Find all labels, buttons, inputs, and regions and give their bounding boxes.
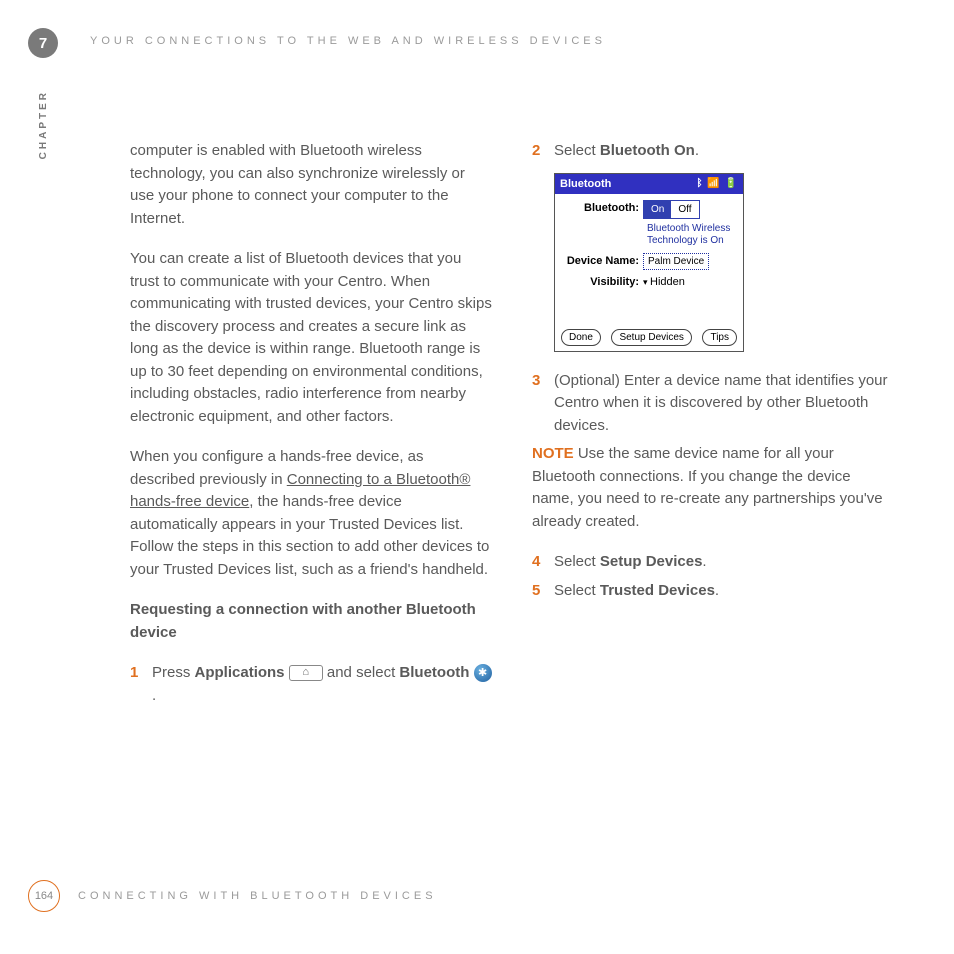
body-paragraph: You can create a list of Bluetooth devic…: [130, 248, 492, 428]
palm-screenshot: Bluetooth ᛒ 📶 🔋 Bluetooth: OnOff Bluetoo…: [554, 173, 744, 352]
step-body: Select Trusted Devices.: [554, 580, 894, 603]
subheading: Requesting a connection with another Blu…: [130, 599, 492, 644]
palm-body: Bluetooth: OnOff Bluetooth Wireless Tech…: [555, 194, 743, 325]
footer-section-title: CONNECTING WITH BLUETOOTH DEVICES: [78, 890, 437, 902]
chapter-label-vertical: CHAPTER: [38, 90, 49, 159]
step-item: 1 Press Applications and select Bluetoot…: [130, 662, 492, 707]
text-bold: Bluetooth On: [600, 142, 695, 159]
palm-field-label: Visibility:: [563, 274, 643, 291]
tips-button[interactable]: Tips: [702, 329, 737, 346]
note-paragraph: NOTE Use the same device name for all yo…: [532, 443, 894, 533]
content-area: computer is enabled with Bluetooth wirel…: [130, 140, 894, 713]
text-bold: Applications: [195, 664, 285, 681]
toggle-on[interactable]: On: [644, 201, 671, 218]
palm-field-label: Device Name:: [563, 253, 643, 270]
text-bold: Setup Devices: [600, 553, 703, 570]
setup-devices-button[interactable]: Setup Devices: [611, 329, 691, 346]
palm-status-text: Bluetooth Wireless Technology is On: [647, 223, 735, 247]
text-run: .: [152, 687, 156, 704]
step-body: (Optional) Enter a device name that iden…: [554, 370, 894, 438]
text-run: .: [702, 553, 706, 570]
body-paragraph: When you configure a hands-free device, …: [130, 446, 492, 581]
step-item: 3 (Optional) Enter a device name that id…: [532, 370, 894, 438]
bluetooth-icon: ✱: [474, 664, 492, 682]
palm-field-label: Bluetooth:: [563, 200, 643, 217]
step-number: 2: [532, 140, 554, 163]
step-number: 3: [532, 370, 554, 438]
bluetooth-toggle[interactable]: OnOff: [643, 200, 700, 219]
chapter-number-badge: 7: [28, 28, 58, 58]
text-bold: Bluetooth: [399, 664, 469, 681]
text-bold: Trusted Devices: [600, 582, 715, 599]
step-item: 4 Select Setup Devices.: [532, 551, 894, 574]
text-run: .: [695, 142, 699, 159]
text-run: and select: [323, 664, 400, 681]
step-item: 2 Select Bluetooth On.: [532, 140, 894, 163]
running-header: YOUR CONNECTIONS TO THE WEB AND WIRELESS…: [90, 35, 606, 47]
toggle-off[interactable]: Off: [671, 201, 698, 218]
step-body: Press Applications and select Bluetooth …: [152, 662, 492, 707]
page-number-badge: 164: [28, 880, 60, 912]
step-number: 5: [532, 580, 554, 603]
palm-button-row: Done Setup Devices Tips: [555, 325, 743, 351]
device-name-field[interactable]: Palm Device: [643, 253, 709, 270]
text-run: .: [715, 582, 719, 599]
step-number: 1: [130, 662, 152, 707]
palm-titlebar: Bluetooth ᛒ 📶 🔋: [555, 174, 743, 195]
palm-title-text: Bluetooth: [560, 176, 611, 193]
text-run: Select: [554, 142, 600, 159]
note-label: NOTE: [532, 445, 574, 462]
visibility-dropdown[interactable]: Hidden: [643, 276, 685, 288]
step-item: 5 Select Trusted Devices.: [532, 580, 894, 603]
right-column: 2 Select Bluetooth On. Bluetooth ᛒ 📶 🔋 B…: [532, 140, 894, 713]
text-run: Press: [152, 664, 195, 681]
done-button[interactable]: Done: [561, 329, 601, 346]
step-number: 4: [532, 551, 554, 574]
note-text: Use the same device name for all your Bl…: [532, 445, 883, 530]
applications-key-icon: [289, 665, 323, 681]
step-body: Select Bluetooth On.: [554, 140, 894, 163]
body-paragraph: computer is enabled with Bluetooth wirel…: [130, 140, 492, 230]
text-run: Select: [554, 582, 600, 599]
page-footer: 164 CONNECTING WITH BLUETOOTH DEVICES: [28, 880, 437, 912]
left-column: computer is enabled with Bluetooth wirel…: [130, 140, 492, 713]
step-body: Select Setup Devices.: [554, 551, 894, 574]
palm-status-icons: ᛒ 📶 🔋: [697, 176, 738, 191]
text-run: Select: [554, 553, 600, 570]
